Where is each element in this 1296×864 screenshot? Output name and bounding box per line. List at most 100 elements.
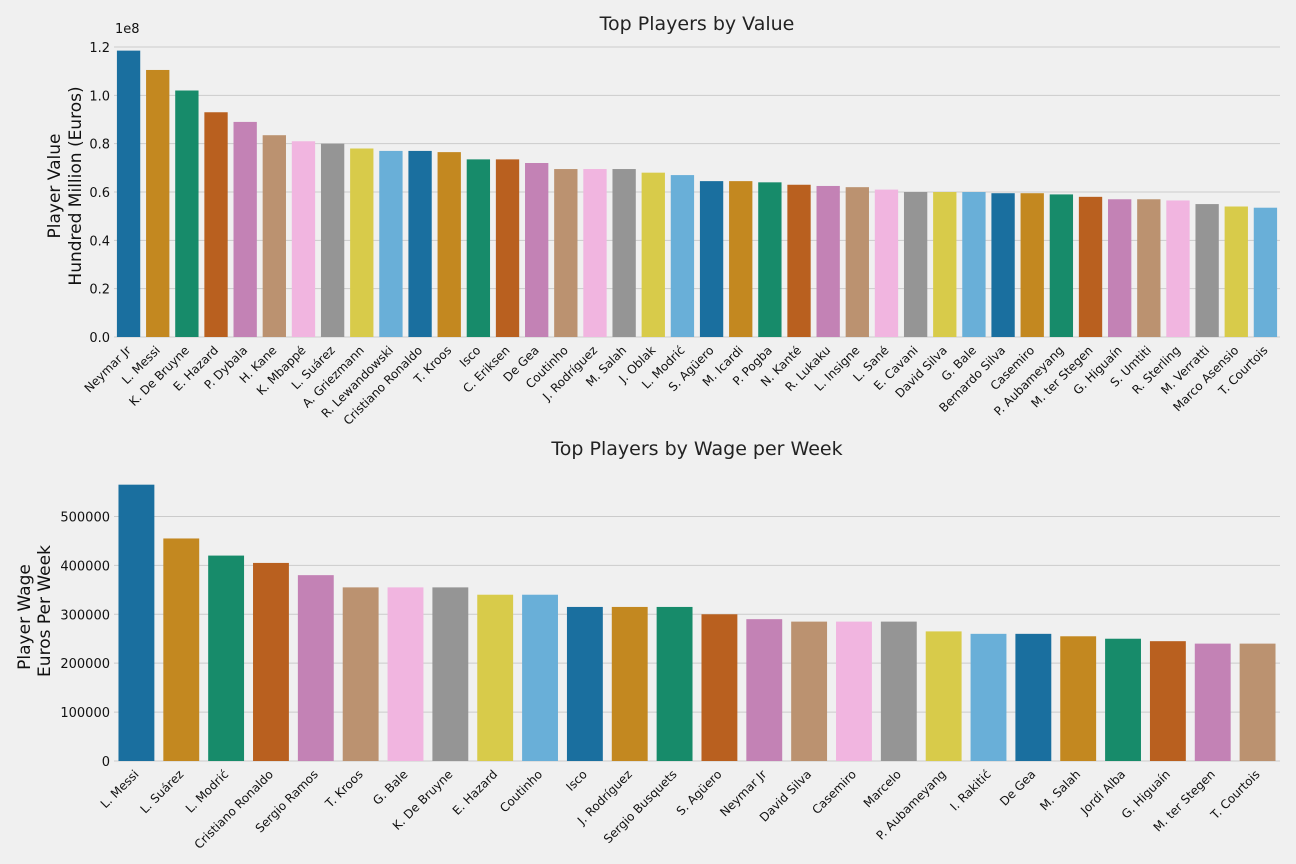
wage-chart-title: Top Players by Wage per Week xyxy=(550,438,842,460)
wage-chart-bar xyxy=(611,606,648,761)
wage-chart-bar xyxy=(1105,638,1141,761)
wage-chart-bar xyxy=(746,619,783,761)
value-chart-bar xyxy=(466,159,491,337)
wage-chart-x-tick-label: L. Messi xyxy=(98,767,142,811)
value-chart-y-tick-label: 0.2 xyxy=(89,283,110,298)
value-chart-y-ticks: 0.0 0.2 0.4 0.6 0.8 1.0 1.2 xyxy=(89,41,110,346)
wage-chart-bar xyxy=(1149,641,1186,761)
wage-chart-y-ticks: 0 100000 200000 300000 400000 500000 xyxy=(60,510,110,770)
wage-chart-bar xyxy=(701,614,738,761)
value-chart-bar xyxy=(1224,206,1248,337)
value-chart-bar xyxy=(379,150,403,337)
value-chart-bar xyxy=(204,112,228,337)
wage-chart-x-tick-label: De Gea xyxy=(997,767,1038,808)
value-chart-bar xyxy=(845,187,869,337)
value-chart-bar xyxy=(1195,204,1219,337)
wage-chart-x-tick-label: L. Suárez xyxy=(137,767,186,816)
value-chart-bar xyxy=(729,181,753,337)
wage-chart-x-tick-label: E. Hazard xyxy=(450,767,501,818)
value-chart-ylabel-line-1: Player Value xyxy=(45,134,65,239)
wage-chart-bar xyxy=(253,562,289,761)
wage-chart-x-tick-label: Isco xyxy=(563,767,590,794)
wage-chart-x-tick-label: M. Salah xyxy=(1037,767,1083,813)
value-chart-bar xyxy=(699,181,724,337)
value-chart-bar xyxy=(583,169,607,337)
wage-chart-bar xyxy=(1239,643,1276,761)
value-chart-y-tick-label: 0.8 xyxy=(89,138,110,153)
value-chart-y-tick-label: 1.2 xyxy=(89,41,110,56)
value-chart-bar xyxy=(116,50,141,337)
value-chart-bar xyxy=(408,150,432,337)
wage-chart-x-tick-label: G. Bale xyxy=(370,767,410,807)
wage-chart-y-tick-label: 200000 xyxy=(60,657,110,672)
value-chart-bar xyxy=(320,143,345,337)
wage-chart-bar xyxy=(118,484,155,761)
value-chart: Top Players by Value 1e8 Player Value Hu… xyxy=(45,13,1280,428)
value-chart-title: Top Players by Value xyxy=(599,13,795,35)
value-chart-y-tick-label: 1.0 xyxy=(89,89,110,104)
wage-chart-bar xyxy=(522,594,558,761)
value-chart-bar xyxy=(350,148,374,337)
wage-chart-bar xyxy=(791,621,828,761)
value-chart-bar xyxy=(641,172,665,337)
wage-chart-x-tick-label: I. Rakitić xyxy=(947,767,993,813)
wage-chart-bar xyxy=(342,587,379,761)
value-chart-bar xyxy=(612,169,636,337)
value-chart-y-tick-label: 0.4 xyxy=(89,234,110,249)
wage-chart-x-tick-label: S. Agüero xyxy=(674,767,725,818)
value-chart-offset-text: 1e8 xyxy=(115,22,140,37)
value-chart-bar xyxy=(1137,199,1161,337)
value-chart-bar xyxy=(554,169,578,337)
wage-chart-bar xyxy=(163,538,200,761)
wage-chart-ylabel-line-1: Player Wage xyxy=(15,564,35,670)
value-chart-bar xyxy=(1253,207,1278,337)
value-chart-bar xyxy=(1078,196,1103,337)
value-chart-bar xyxy=(1049,194,1074,337)
value-chart-bar xyxy=(816,185,840,337)
value-chart-bar xyxy=(903,192,928,337)
value-chart-bar xyxy=(874,189,899,337)
wage-chart-x-tick-label: Casemiro xyxy=(809,767,859,817)
wage-chart-bar xyxy=(387,587,424,761)
wage-chart-y-tick-label: 400000 xyxy=(60,559,110,574)
value-chart-bar xyxy=(233,121,257,338)
wage-chart-bar xyxy=(297,575,334,761)
wage-chart-bar xyxy=(880,621,917,761)
value-chart-bar xyxy=(1166,200,1190,337)
wage-chart-bars xyxy=(118,484,1276,761)
value-chart-bar xyxy=(495,159,520,337)
wage-chart-bar xyxy=(970,633,1007,761)
wage-chart-y-tick-label: 300000 xyxy=(60,608,110,623)
value-chart-bar xyxy=(758,182,782,337)
wage-chart-x-tick-label: Coutinho xyxy=(497,767,545,815)
wage-chart-bar xyxy=(836,621,872,761)
value-chart-y-tick-label: 0.6 xyxy=(89,186,110,201)
wage-chart-bar xyxy=(656,606,693,761)
wage-chart-bar xyxy=(566,606,603,761)
wage-chart-bar xyxy=(1015,633,1052,761)
wage-chart-bar xyxy=(1060,636,1097,761)
value-chart-bar xyxy=(175,90,199,337)
wage-chart: Top Players by Wage per Week Player Wage… xyxy=(15,438,1280,852)
value-chart-bar xyxy=(670,175,695,337)
wage-chart-y-tick-label: 0 xyxy=(102,755,110,770)
value-chart-bar xyxy=(962,192,986,337)
wage-chart-bar xyxy=(1194,643,1231,761)
wage-chart-bar xyxy=(925,631,962,761)
value-chart-ylabel-line-2: Hundred Million (Euros) xyxy=(66,86,86,285)
value-chart-bar xyxy=(291,141,316,337)
wage-chart-bar xyxy=(432,587,469,761)
wage-chart-bar xyxy=(208,555,245,761)
value-chart-bar xyxy=(1108,199,1132,337)
value-chart-bar xyxy=(933,192,957,337)
value-chart-bar xyxy=(525,163,549,337)
wage-chart-x-tick-label: Marcelo xyxy=(861,767,904,810)
value-chart-bar xyxy=(1020,193,1044,337)
wage-chart-y-tick-label: 500000 xyxy=(60,510,110,525)
value-chart-bar xyxy=(262,135,286,337)
value-chart-bars xyxy=(116,50,1278,338)
wage-chart-ylabel-line-2: Euros Per Week xyxy=(35,545,55,677)
wage-chart-y-tick-label: 100000 xyxy=(60,706,110,721)
